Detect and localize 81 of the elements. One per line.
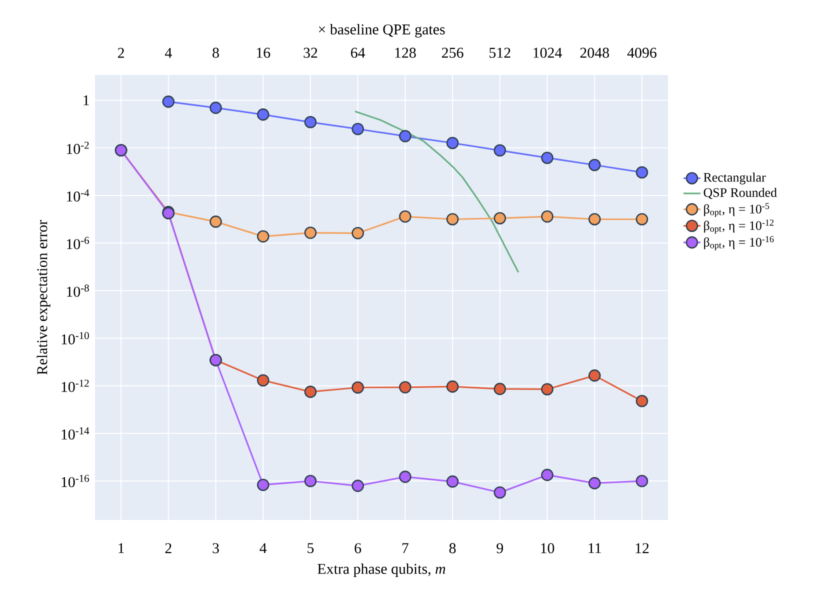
point [256, 230, 270, 243]
x-tick-label: 11 [588, 543, 601, 554]
line-series [354, 110, 520, 274]
y-tick-label: 10$^{-12}$ [62, 380, 89, 392]
point [352, 381, 364, 394]
legend-label: β$_{opt}$, η = 10$^{-12}$ [704, 220, 774, 234]
text: 16 [256, 48, 270, 58]
y-tick-label: 10$^{-10}$ [62, 332, 89, 344]
text: 8 [212, 48, 219, 58]
point [588, 213, 601, 226]
point [352, 122, 364, 136]
point [494, 382, 506, 396]
y-tick-label: 10$^{-14}$ [62, 427, 90, 440]
text: 4 [164, 48, 172, 58]
point [446, 213, 459, 226]
text: 4096 [627, 48, 656, 58]
text: 1024 [534, 48, 562, 58]
point [256, 108, 270, 121]
point [399, 470, 412, 483]
y-tick-label: 1 [84, 95, 89, 106]
point [304, 386, 317, 398]
x2-axis-title: × baseline QPE gates [318, 24, 445, 38]
point [494, 212, 506, 224]
point [352, 227, 364, 240]
point [304, 474, 317, 488]
point [494, 486, 506, 499]
text: 2048 [580, 48, 609, 58]
legend-label: Rectangular [704, 172, 766, 184]
point [210, 216, 222, 228]
text: 128 [395, 48, 416, 58]
y-tick-label: 10$^{-4}$ [66, 189, 90, 202]
point [541, 210, 554, 223]
x-tick-label: 3 [212, 543, 219, 554]
legend-label: QSP Rounded [704, 188, 777, 199]
y-axis-title: Relative expectation error [36, 220, 50, 375]
text: 32 [304, 48, 318, 58]
point [636, 474, 648, 488]
x-tick-label: 5 [308, 543, 314, 554]
x-tick-label: 9 [496, 543, 504, 554]
point [304, 116, 317, 128]
x-tick-label: 1 [118, 543, 124, 554]
point [494, 144, 506, 157]
point [588, 158, 601, 172]
text: 512 [490, 48, 510, 58]
point [352, 480, 364, 492]
point [636, 166, 648, 179]
point [588, 369, 601, 382]
x-tick-label: 4 [260, 543, 267, 554]
x-tick-label: 12 [636, 543, 649, 554]
point [636, 394, 648, 408]
y-tick-label: 10$^{-6}$ [66, 236, 90, 250]
point [399, 381, 412, 394]
point [399, 130, 412, 142]
text: 64 [350, 48, 366, 58]
text: 256 [442, 48, 464, 58]
x-tick-label: 6 [354, 543, 362, 554]
point [541, 383, 554, 396]
point [446, 380, 459, 393]
x-axis-title: Extra phase qubits, m [318, 563, 446, 577]
point [446, 136, 459, 150]
y-tick-label: 10$^{-2}$ [66, 142, 89, 154]
y-tick-label: 10$^{-8}$ [66, 284, 89, 297]
x-tick-label: 2 [165, 543, 172, 554]
x-tick-label: 8 [449, 543, 456, 554]
point [636, 213, 648, 226]
point [588, 477, 601, 490]
x-tick-label: 10 [541, 543, 554, 554]
point [541, 468, 554, 482]
legend-label: β$_{opt}$, η = 10$^{-16}$ [704, 236, 774, 250]
point [210, 102, 222, 114]
point [399, 210, 412, 223]
x-tick-label: 7 [402, 543, 408, 553]
point [256, 478, 270, 491]
point [162, 96, 175, 108]
point [446, 475, 459, 488]
point [304, 226, 317, 239]
legend-label: β$_{opt}$, η = 10$^{-5}$ [704, 203, 770, 218]
point [256, 374, 270, 386]
text: 2 [118, 48, 124, 58]
point [541, 152, 554, 164]
y-tick-label: 10$^{-16}$ [62, 474, 90, 488]
